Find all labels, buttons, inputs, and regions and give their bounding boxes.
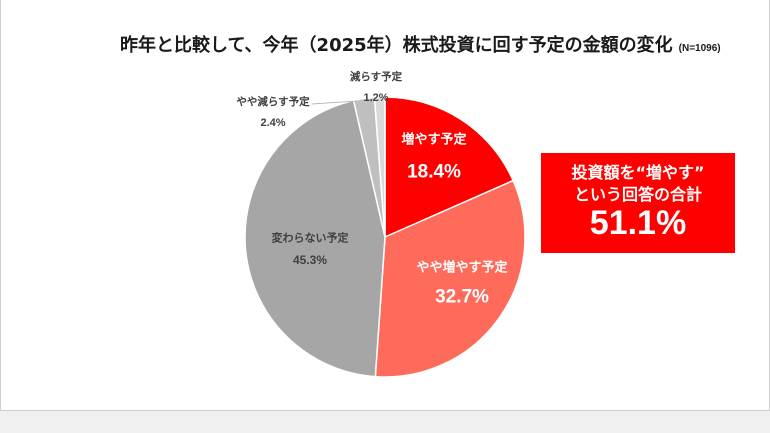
slice-value-1: 18.4% [407, 162, 461, 183]
slice-label-4: やや減らす予定 [236, 95, 310, 108]
slice-value-3: 45.3% [293, 253, 327, 267]
callout-line-1: 投資額を“増やす” [571, 163, 705, 182]
pie-slice-3 [244, 99, 386, 378]
slice-label-3: 変わらない予定 [272, 231, 349, 245]
callout-line-2: という回答の合計 [573, 185, 702, 204]
chart-title: 昨年と比較して、今年（2025年）株式投資に回す予定の金額の変化 [120, 35, 673, 56]
pie-slice-2 [374, 179, 526, 378]
slice-label-5: 減らす予定 [350, 70, 403, 83]
pie-labels: 増やす予定 18.4% やや増やす予定 32.7% 変わらない予定 45.3% やや減らす予… [236, 70, 507, 308]
pie-slice-5 [373, 96, 386, 238]
pie-chart: 増やす予定 18.4% やや増やす予定 32.7% 変わらない予定 45.3% やや減らす予… [236, 70, 526, 378]
slice-value-2: 32.7% [435, 287, 489, 308]
slice-value-4: 2.4% [260, 117, 285, 129]
total-increase-callout: 投資額を“増やす” という回答の合計 51.1% [541, 153, 735, 253]
pie-slice-1 [384, 96, 514, 238]
slice-value-5: 1.2% [363, 92, 388, 104]
sample-size-note: (N=1096) [678, 43, 721, 54]
slice-label-1: 増やす予定 [401, 132, 466, 148]
leader-line-4 [311, 100, 358, 105]
chart-title-block: 昨年と比較して、今年（2025年）株式投資に回す予定の金額の変化 (N=1096) [120, 35, 721, 60]
callout-value: 51.1% [589, 204, 687, 242]
slice-label-2: やや増やす予定 [416, 260, 507, 276]
pie-slices [244, 96, 526, 378]
pie-leader-lines [311, 100, 358, 105]
